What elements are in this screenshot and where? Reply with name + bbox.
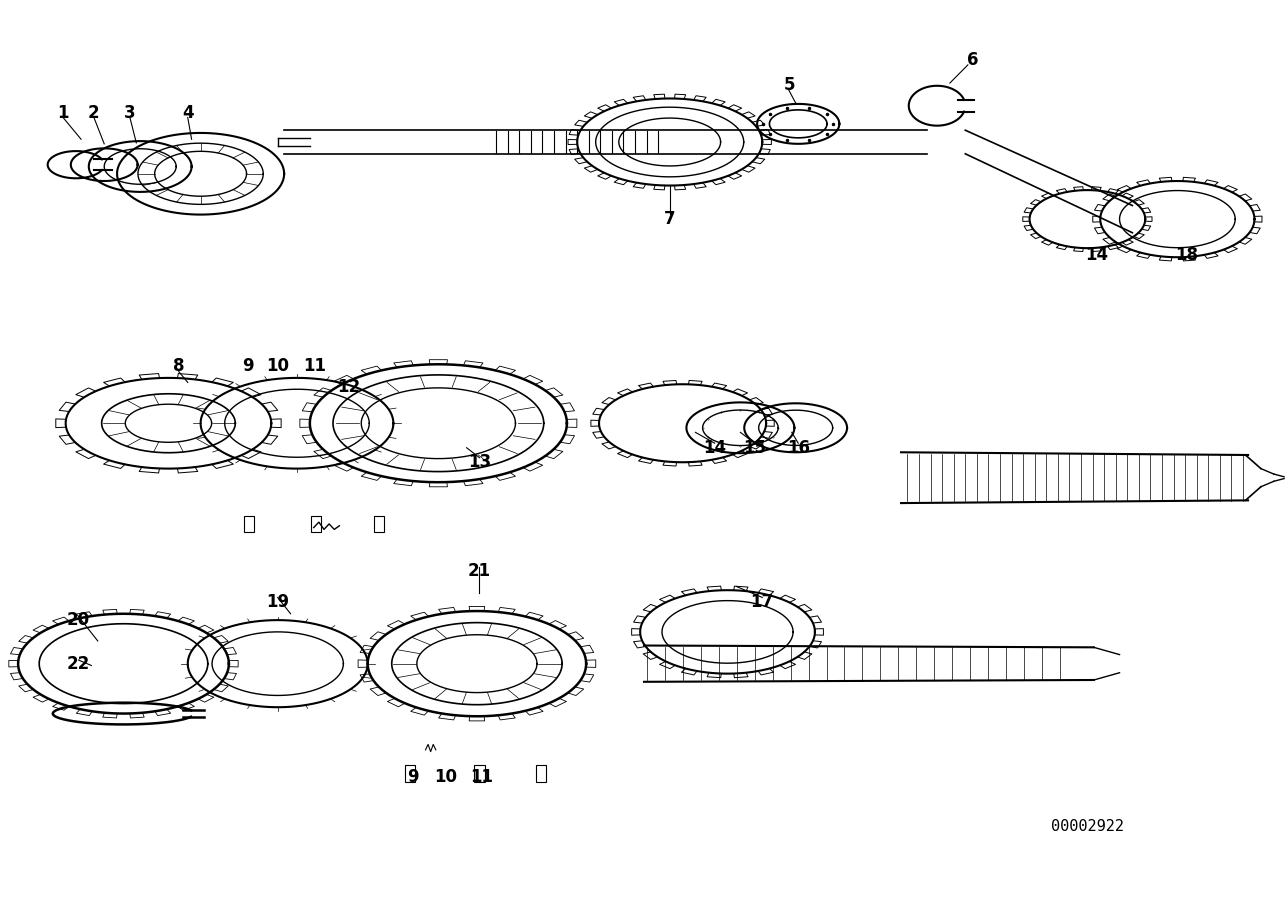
Bar: [536, 765, 546, 782]
Text: 6: 6: [967, 51, 979, 69]
Text: 9: 9: [242, 357, 254, 375]
Text: 2: 2: [88, 104, 99, 122]
Text: 13: 13: [468, 453, 491, 471]
Text: 4: 4: [182, 104, 193, 122]
Text: 14: 14: [703, 439, 726, 457]
Text: 12: 12: [337, 378, 359, 396]
Text: 14: 14: [1084, 247, 1108, 265]
Text: 3: 3: [124, 104, 135, 122]
Text: 1: 1: [58, 104, 68, 122]
Text: 11: 11: [304, 357, 326, 375]
Text: 10: 10: [434, 768, 457, 786]
Text: 15: 15: [743, 439, 766, 457]
Bar: [374, 516, 384, 532]
Text: 10: 10: [267, 357, 290, 375]
Text: 11: 11: [470, 768, 493, 786]
Text: 19: 19: [267, 593, 290, 611]
Text: 20: 20: [67, 612, 90, 629]
Text: 18: 18: [1175, 247, 1198, 265]
Bar: [404, 765, 415, 782]
Text: 21: 21: [468, 562, 491, 580]
Text: 22: 22: [67, 654, 90, 672]
Text: 00002922: 00002922: [1051, 820, 1124, 834]
Text: 5: 5: [783, 76, 795, 94]
Text: 9: 9: [407, 768, 419, 786]
Bar: [243, 516, 254, 532]
Text: 16: 16: [787, 439, 810, 457]
Text: 17: 17: [751, 593, 774, 611]
Bar: [312, 516, 322, 532]
Bar: [474, 765, 484, 782]
Text: 7: 7: [663, 210, 675, 228]
Text: 8: 8: [173, 357, 184, 375]
